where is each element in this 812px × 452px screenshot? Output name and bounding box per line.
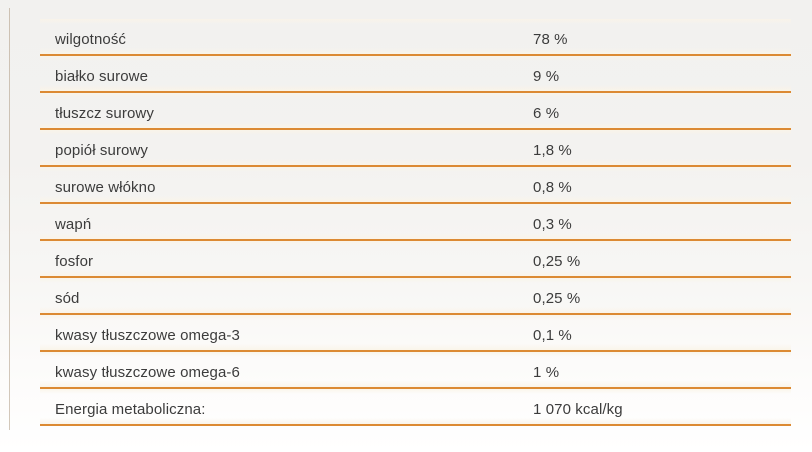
row-label: sód bbox=[55, 289, 80, 307]
row-value: 0,1 % bbox=[533, 326, 572, 344]
table-row: kwasy tłuszczowe omega-3 0,1 % bbox=[40, 315, 791, 352]
row-value: 0,8 % bbox=[533, 178, 572, 196]
table-row: białko surowe 9 % bbox=[40, 56, 791, 93]
row-label: Energia metaboliczna: bbox=[55, 400, 206, 418]
row-label: wilgotność bbox=[55, 30, 127, 48]
row-value: 78 % bbox=[533, 30, 568, 48]
row-value: 1,8 % bbox=[533, 141, 572, 159]
left-accent-line bbox=[9, 8, 10, 430]
table-row: surowe włókno 0,8 % bbox=[40, 167, 791, 204]
row-label: kwasy tłuszczowe omega-3 bbox=[55, 326, 240, 344]
table-row: Energia metaboliczna: 1 070 kcal/kg bbox=[40, 389, 791, 426]
row-label: fosfor bbox=[55, 252, 94, 270]
row-value: 9 % bbox=[533, 67, 560, 85]
row-value: 0,25 % bbox=[533, 252, 581, 270]
row-value: 0,25 % bbox=[533, 289, 581, 307]
row-label: wapń bbox=[55, 215, 92, 233]
nutrition-table: wilgotność 78 % białko surowe 9 % tłuszc… bbox=[40, 19, 791, 426]
table-row: wapń 0,3 % bbox=[40, 204, 791, 241]
row-value: 1 070 kcal/kg bbox=[533, 400, 623, 418]
row-value: 1 % bbox=[533, 363, 560, 381]
table-row: fosfor 0,25 % bbox=[40, 241, 791, 278]
table-row: popiół surowy 1,8 % bbox=[40, 130, 791, 167]
table-row: sód 0,25 % bbox=[40, 278, 791, 315]
row-value: 6 % bbox=[533, 104, 560, 122]
table-row: wilgotność 78 % bbox=[40, 19, 791, 56]
row-label: tłuszcz surowy bbox=[55, 104, 154, 122]
row-value: 0,3 % bbox=[533, 215, 572, 233]
table-row: tłuszcz surowy 6 % bbox=[40, 93, 791, 130]
row-label: kwasy tłuszczowe omega-6 bbox=[55, 363, 240, 381]
row-label: surowe włókno bbox=[55, 178, 156, 196]
row-label: białko surowe bbox=[55, 67, 149, 85]
row-label: popiół surowy bbox=[55, 141, 149, 159]
table-row: kwasy tłuszczowe omega-6 1 % bbox=[40, 352, 791, 389]
